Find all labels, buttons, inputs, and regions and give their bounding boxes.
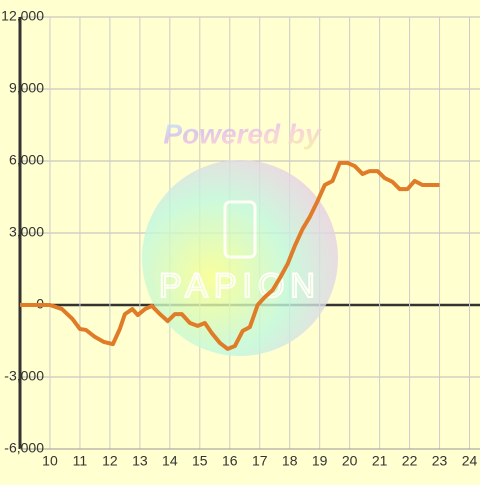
- x-tick-label: 10: [42, 453, 58, 469]
- y-tick-label: 9,000: [9, 80, 44, 96]
- x-tick-label: 21: [372, 453, 388, 469]
- watermark: Powered by PAPION: [142, 118, 338, 356]
- watermark-title: Powered by: [163, 118, 322, 149]
- x-tick-label: 15: [192, 453, 208, 469]
- y-tick-label: 12,000: [1, 8, 44, 24]
- x-tick-label: 22: [402, 453, 418, 469]
- x-tick-label: 14: [162, 453, 178, 469]
- x-tick-label: 24: [462, 453, 478, 469]
- x-tick-label: 23: [432, 453, 448, 469]
- x-tick-label: 13: [132, 453, 148, 469]
- watermark-brand: PAPION: [159, 267, 321, 305]
- x-tick-label: 12: [102, 453, 118, 469]
- y-tick-label: 3,000: [9, 224, 44, 240]
- x-tick-label: 11: [73, 453, 88, 469]
- x-tick-label: 16: [222, 453, 238, 469]
- x-tick-label: 18: [282, 453, 298, 469]
- x-tick-label: 20: [342, 453, 358, 469]
- y-tick-label: -3,000: [4, 368, 44, 384]
- y-tick-label: 6,000: [9, 152, 44, 168]
- data-line: [20, 160, 440, 351]
- x-tick-label: 17: [252, 453, 268, 469]
- y-tick-label: -6,000: [4, 440, 44, 456]
- x-tick-label: 19: [312, 453, 328, 469]
- watermark-icon: [223, 200, 257, 259]
